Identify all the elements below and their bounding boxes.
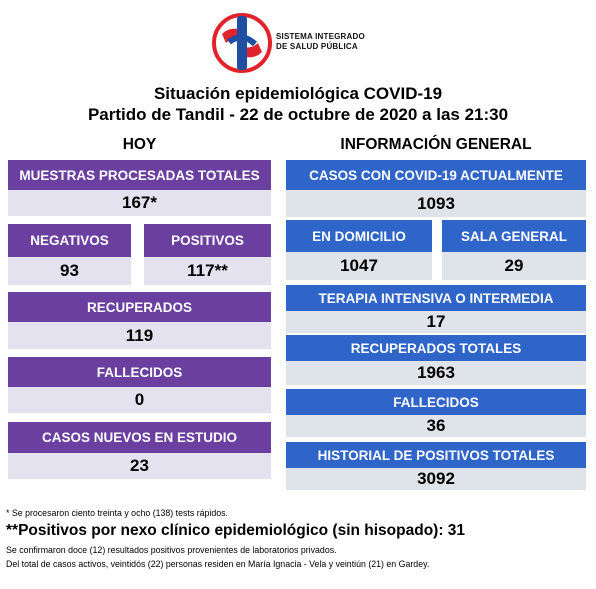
positivos-label: POSITIVOS: [144, 224, 271, 257]
negativos-label: NEGATIVOS: [8, 224, 131, 257]
nuevos-card: CASOS NUEVOS EN ESTUDIO 23: [8, 422, 271, 479]
footnote-active-cases-location: Del total de casos activos, veintidós (2…: [6, 559, 430, 569]
terapia-value: 17: [286, 311, 586, 333]
general-heading: INFORMACIÓN GENERAL: [340, 136, 532, 153]
logo-line-2: DE SALUD PÚBLICA: [276, 42, 358, 51]
muestras-label: MUESTRAS PROCESADAS TOTALES: [8, 160, 271, 190]
hoy-heading: HOY: [122, 136, 157, 153]
negativos-value: 93: [8, 257, 131, 285]
footnote-rapid-tests: * Se procesaron ciento treinta y ocho (1…: [6, 508, 228, 518]
fallecidos-hoy-card: FALLECIDOS 0: [8, 357, 271, 413]
muestras-card: MUESTRAS PROCESADAS TOTALES 167*: [8, 160, 271, 216]
negativos-card: NEGATIVOS 93: [8, 224, 131, 285]
recuperados-totales-label: RECUPERADOS TOTALES: [286, 335, 586, 361]
recuperados-hoy-value: 119: [8, 322, 271, 349]
muestras-value: 167*: [8, 190, 271, 216]
recuperados-totales-card: RECUPERADOS TOTALES 1963: [286, 335, 586, 385]
terapia-card: TERAPIA INTENSIVA O INTERMEDIA 17: [286, 285, 586, 333]
footnote-private-labs: Se confirmaron doce (12) resultados posi…: [6, 545, 337, 555]
actuales-label: CASOS CON COVID-19 ACTUALMENTE: [286, 160, 586, 190]
recuperados-hoy-label: RECUPERADOS: [8, 292, 271, 322]
page-title: Situación epidemiológica COVID-19: [153, 84, 443, 103]
historial-value: 3092: [286, 468, 586, 490]
domicilio-label: EN DOMICILIO: [286, 220, 432, 252]
sisp-logo-icon: [212, 13, 272, 73]
recuperados-hoy-card: RECUPERADOS 119: [8, 292, 271, 349]
logo-line-1: SISTEMA INTEGRADO: [276, 32, 365, 41]
sala-value: 29: [442, 252, 586, 280]
sala-card: SALA GENERAL 29: [442, 220, 586, 280]
fallecidos-totales-label: FALLECIDOS: [286, 389, 586, 415]
historial-label: HISTORIAL DE POSITIVOS TOTALES: [286, 442, 586, 468]
terapia-label: TERAPIA INTENSIVA O INTERMEDIA: [286, 285, 586, 311]
recuperados-totales-value: 1963: [286, 361, 586, 385]
logo-text: SISTEMA INTEGRADO DE SALUD PÚBLICA: [276, 32, 365, 52]
fallecidos-hoy-value: 0: [8, 387, 271, 413]
footnote-nexo-clinico: **Positivos por nexo clínico epidemiológ…: [6, 522, 466, 539]
positivos-value: 117**: [144, 257, 271, 285]
fallecidos-totales-value: 36: [286, 415, 586, 437]
domicilio-value: 1047: [286, 252, 432, 280]
nuevos-label: CASOS NUEVOS EN ESTUDIO: [8, 422, 271, 453]
sala-label: SALA GENERAL: [442, 220, 586, 252]
nuevos-value: 23: [8, 453, 271, 479]
actuales-card: CASOS CON COVID-19 ACTUALMENTE 1093: [286, 160, 586, 217]
positivos-card: POSITIVOS 117**: [144, 224, 271, 285]
fallecidos-totales-card: FALLECIDOS 36: [286, 389, 586, 437]
actuales-value: 1093: [286, 190, 586, 217]
fallecidos-hoy-label: FALLECIDOS: [8, 357, 271, 387]
sisp-logo: SISTEMA INTEGRADO DE SALUD PÚBLICA: [212, 12, 372, 74]
domicilio-card: EN DOMICILIO 1047: [286, 220, 432, 280]
historial-card: HISTORIAL DE POSITIVOS TOTALES 3092: [286, 442, 586, 490]
page-subtitle: Partido de Tandil - 22 de octubre de 202…: [87, 105, 509, 124]
